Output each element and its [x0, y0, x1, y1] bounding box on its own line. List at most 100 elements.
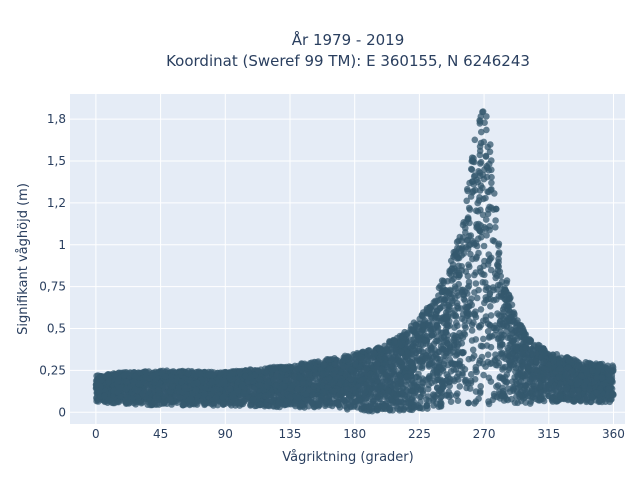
data-point: [158, 400, 166, 407]
data-point: [502, 302, 510, 309]
data-point: [455, 269, 463, 276]
data-point: [491, 392, 498, 400]
data-point: [512, 368, 519, 375]
data-point: [521, 358, 529, 366]
data-point: [442, 392, 450, 399]
data-point: [493, 272, 501, 280]
data-point: [482, 194, 489, 202]
data-point: [530, 341, 538, 349]
data-point: [294, 394, 302, 402]
data-point: [180, 401, 187, 409]
data-point: [570, 391, 577, 398]
data-point: [407, 360, 415, 368]
data-point: [400, 406, 408, 414]
data-point: [392, 349, 400, 356]
data-point: [520, 338, 527, 345]
data-point: [542, 384, 550, 391]
data-point: [454, 390, 461, 397]
chart-title-line-2: Koordinat (Sweref 99 TM): E 360155, N 62…: [166, 52, 530, 70]
data-point: [477, 306, 485, 313]
data-point: [537, 389, 545, 397]
data-point: [466, 206, 474, 213]
data-point: [229, 393, 236, 401]
data-point: [367, 391, 375, 398]
data-point: [413, 381, 421, 389]
data-point: [467, 250, 474, 258]
chart-title-line-1: År 1979 - 2019: [292, 30, 405, 49]
data-point: [486, 148, 494, 156]
data-point: [493, 205, 500, 213]
data-point: [385, 378, 393, 385]
data-point: [176, 394, 184, 402]
data-point: [142, 368, 149, 375]
data-point: [362, 395, 370, 403]
data-point: [492, 217, 499, 224]
data-point: [214, 401, 221, 409]
data-point: [464, 236, 472, 244]
data-point: [511, 328, 519, 335]
data-point: [405, 400, 413, 407]
data-point: [386, 405, 394, 412]
data-point: [432, 299, 439, 307]
data-point: [233, 400, 241, 407]
data-point: [496, 281, 504, 289]
data-point: [263, 369, 271, 377]
data-point: [487, 186, 495, 194]
data-point: [399, 384, 406, 392]
data-point: [491, 331, 499, 339]
data-point: [480, 242, 488, 250]
data-point: [320, 361, 327, 369]
data-point: [333, 399, 341, 406]
data-point: [325, 356, 332, 363]
data-point: [514, 399, 521, 407]
data-point: [454, 397, 462, 405]
data-point: [492, 361, 500, 369]
data-point: [562, 371, 569, 379]
data-point: [193, 397, 201, 405]
data-point: [268, 366, 276, 373]
data-point: [290, 381, 298, 388]
data-point: [489, 237, 497, 244]
data-point: [500, 397, 508, 404]
data-point: [440, 299, 448, 307]
data-point: [417, 404, 424, 412]
data-point: [486, 226, 493, 234]
data-point: [465, 278, 473, 286]
data-point: [582, 359, 590, 366]
data-point: [483, 164, 491, 171]
data-point: [375, 395, 383, 403]
data-point: [435, 387, 443, 395]
data-point: [452, 250, 460, 257]
data-point: [417, 399, 424, 406]
data-point: [458, 237, 466, 245]
data-point: [411, 389, 419, 397]
data-point: [173, 399, 181, 407]
data-point: [426, 375, 433, 383]
data-point: [287, 393, 294, 401]
data-point: [472, 313, 480, 321]
data-point: [484, 210, 492, 218]
data-point: [485, 295, 492, 303]
data-point: [131, 372, 139, 380]
data-point: [563, 384, 571, 392]
data-point: [310, 383, 318, 390]
data-point: [448, 265, 455, 273]
data-point: [475, 395, 482, 403]
data-point: [447, 391, 455, 399]
data-point: [508, 350, 516, 358]
data-point: [343, 385, 351, 393]
data-point: [486, 333, 494, 340]
data-point: [312, 375, 320, 383]
data-point: [472, 186, 479, 194]
data-point: [404, 393, 411, 401]
data-point: [492, 351, 499, 359]
data-point: [486, 255, 494, 263]
data-point: [466, 179, 473, 187]
data-point: [249, 396, 257, 403]
data-point: [437, 343, 445, 351]
data-point: [452, 352, 460, 359]
data-point: [468, 165, 475, 173]
data-point: [435, 314, 442, 322]
data-point: [470, 319, 477, 326]
